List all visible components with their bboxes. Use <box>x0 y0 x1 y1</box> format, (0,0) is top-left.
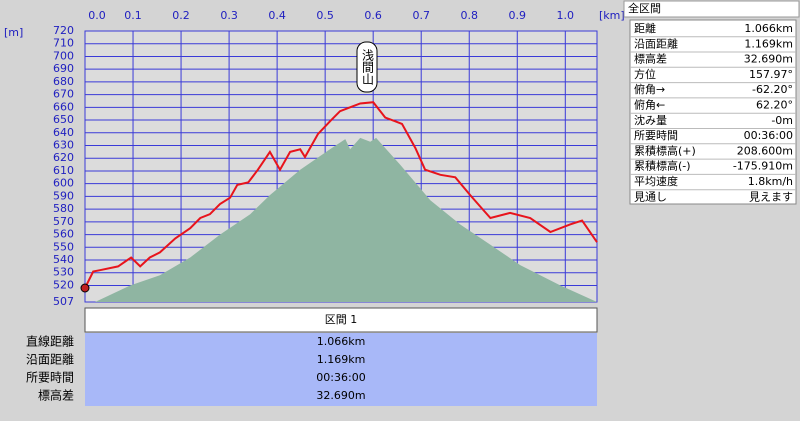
x-tick-label: 0.3 <box>220 9 238 22</box>
y-tick-label: 640 <box>53 126 74 139</box>
section-value: 1.066km <box>317 335 366 348</box>
summary-value: 1.169km <box>744 37 793 50</box>
summary-value: 157.97° <box>749 68 793 81</box>
y-tick-label: 580 <box>53 202 74 215</box>
summary-label: 沿面距離 <box>634 36 678 50</box>
summary-value: 1.066km <box>744 22 793 35</box>
summary-value: -175.910m <box>733 160 793 173</box>
summary-value: -62.20° <box>752 83 793 96</box>
section-value: 00:36:00 <box>316 371 365 384</box>
x-tick-label: 0.5 <box>316 9 334 22</box>
summary-label: 標高差 <box>634 52 667 66</box>
summary-rows: 距離 1.066km 沿面距離 1.169km 標高差 32.690m 方位 157.97° 俯… <box>630 21 796 203</box>
section-rows: 直線距離 1.066km 沿面距離 1.169km 所要時間 00:36:00 標高差 32.… <box>26 334 366 403</box>
y-tick-label: 610 <box>53 164 74 177</box>
section-value: 1.169km <box>317 353 366 366</box>
y-tick-label: 560 <box>53 228 74 241</box>
summary-label: 距離 <box>634 21 656 35</box>
y-tick-label: 540 <box>53 253 74 266</box>
profile-area <box>85 137 597 302</box>
section-values-box <box>85 333 597 406</box>
y-tick-label: 620 <box>53 151 74 164</box>
y-tick-label: 700 <box>53 49 74 62</box>
section-value: 32.690m <box>316 389 365 402</box>
y-tick-label: 720 <box>53 24 74 37</box>
summary-label: 累積標高(-) <box>634 159 691 173</box>
section-header <box>84 307 598 333</box>
section-label: 直線距離 <box>26 334 74 349</box>
x-tick-label: 0.6 <box>364 9 382 22</box>
summary-value: 32.690m <box>744 53 793 66</box>
section-title: 区間 1 <box>325 313 358 326</box>
profile-line <box>84 101 598 289</box>
summary-value: -0m <box>771 114 793 127</box>
summary-value: 見えます <box>749 190 793 203</box>
x-tick-label: 0.9 <box>509 9 527 22</box>
summary-title: 全区間 <box>628 1 661 15</box>
y-tick-label: 507 <box>53 295 74 308</box>
summary-label: 俯角← <box>634 98 665 112</box>
x-tick-label: 0.8 <box>460 9 478 22</box>
summary-value: 208.600m <box>737 144 793 157</box>
y-tick-label: 570 <box>53 215 74 228</box>
y-tick-label: 630 <box>53 139 74 152</box>
section-label: 標高差 <box>38 388 74 403</box>
start-marker <box>80 283 90 293</box>
x-tick-label: 0.2 <box>172 9 190 22</box>
y-tick-label: 600 <box>53 177 74 190</box>
summary-value: 62.20° <box>756 99 793 112</box>
summary-label: 平均速度 <box>634 174 678 188</box>
summary-label: 見通し <box>634 190 667 203</box>
y-tick-label: 530 <box>53 266 74 279</box>
y-unit: [m] <box>4 26 23 39</box>
x-tick-label: 0.4 <box>268 9 286 22</box>
y-tick-label: 520 <box>53 278 74 291</box>
summary-value: 1.8km/h <box>748 175 793 188</box>
section-label: 沿面距離 <box>26 353 74 367</box>
y-tick-label: 680 <box>53 75 74 88</box>
y-tick-label: 660 <box>53 100 74 113</box>
x-tick-label: 0.1 <box>124 9 142 22</box>
summary-value: 00:36:00 <box>744 129 793 142</box>
y-tick-label: 550 <box>53 240 74 253</box>
summary-label: 沈み量 <box>634 113 667 127</box>
section-label: 所要時間 <box>26 371 74 385</box>
annotation-box <box>356 41 378 93</box>
summary-table <box>629 19 797 205</box>
summary-label: 方位 <box>634 67 656 81</box>
plot <box>80 30 598 303</box>
x-tick-label: 0.7 <box>412 9 430 22</box>
y-tick-label: 650 <box>53 113 74 126</box>
y-tick-label: 710 <box>53 37 74 50</box>
summary-label: 累積標高(+) <box>634 143 696 157</box>
y-tick-label: 670 <box>53 88 74 101</box>
x-unit: [km] <box>599 9 625 22</box>
y-tick-label: 690 <box>53 62 74 75</box>
annotation: 浅間山 <box>361 49 375 85</box>
summary-label: 所要時間 <box>634 129 678 142</box>
summary-header <box>623 0 800 18</box>
y-tick-label: 590 <box>53 189 74 202</box>
summary-label: 俯角→ <box>634 82 665 96</box>
x-tick-label: 1.0 <box>557 9 575 22</box>
x-tick-label: 0.0 <box>88 9 106 22</box>
